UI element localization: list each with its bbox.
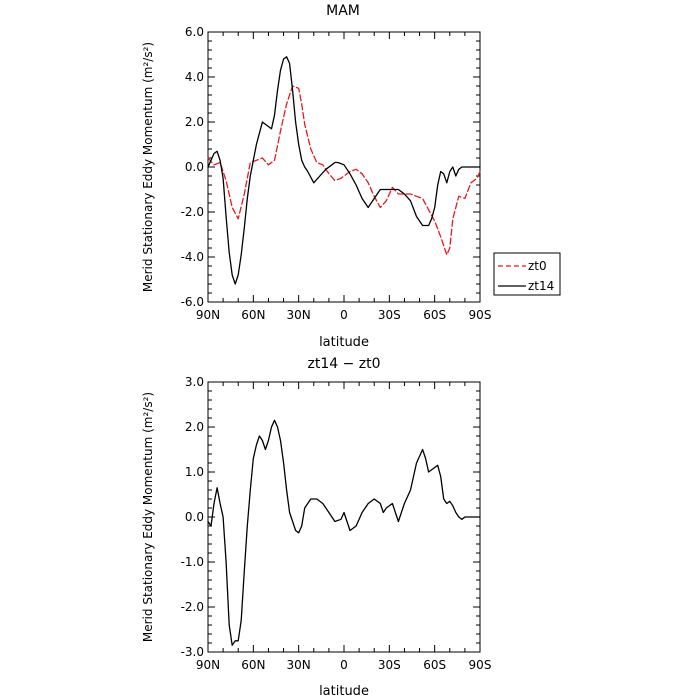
- top-chart-legend: zt0 zt14: [493, 252, 561, 296]
- x-tick-label: 30N: [287, 308, 311, 322]
- legend-label-zt14: zt14: [528, 279, 554, 293]
- x-tick-label: 90S: [469, 658, 492, 672]
- top-chart-xlabel: latitude: [319, 335, 369, 350]
- y-tick-label: -3.0: [181, 645, 204, 659]
- y-tick-label: 0.0: [185, 160, 204, 174]
- top-chart-ticks: [207, 31, 481, 303]
- x-tick-label: 60N: [241, 308, 265, 322]
- bottom-chart-ticks: [207, 381, 481, 653]
- top-chart-title: MAM: [326, 3, 360, 19]
- y-tick-label: -4.0: [181, 250, 204, 264]
- y-tick-label: -1.0: [181, 555, 204, 569]
- x-tick-label: 60S: [423, 308, 446, 322]
- x-tick-label: 60N: [241, 658, 265, 672]
- x-tick-label: 30N: [287, 658, 311, 672]
- y-tick-label: -6.0: [181, 295, 204, 309]
- legend-box: [493, 252, 561, 296]
- top-chart-ylabel-text: Merid Stationary Eddy Momentum (m²/s²): [141, 42, 155, 292]
- y-tick-label: 6.0: [185, 25, 204, 39]
- bottom-chart-title: zt14 − zt0: [307, 356, 380, 372]
- y-tick-label: 3.0: [185, 375, 204, 389]
- bottom-chart-frame: [207, 381, 481, 653]
- top-chart: MAM 90N 60N 30N 0 30S 60S 90S -6.0 -4.0 -2.0 0.0 2.…: [141, 3, 561, 350]
- series-line-zt0: [207, 85, 481, 256]
- series-line-zt14: [207, 56, 481, 285]
- top-chart-series: [207, 56, 481, 285]
- top-chart-ylabel: Merid Stationary Eddy Momentum (m²/s²): [141, 42, 155, 292]
- bottom-chart-series: [207, 419, 481, 646]
- bottom-chart: zt14 − zt0 90N 60N 30N 0 30S 60S 90S -3.0 -2.0 -1…: [141, 356, 491, 699]
- y-tick-label: 1.0: [185, 465, 204, 479]
- legend-label-zt0: zt0: [528, 259, 547, 273]
- x-tick-label: 0: [340, 658, 348, 672]
- bottom-chart-tick-labels: 90N 60N 30N 0 30S 60S 90S -3.0 -2.0 -1.0 0.0 1.0 2.0…: [181, 375, 492, 672]
- x-tick-label: 60S: [423, 658, 446, 672]
- x-tick-label: 30S: [378, 658, 401, 672]
- x-tick-label: 90N: [196, 308, 220, 322]
- bottom-chart-ylabel-text: Merid Stationary Eddy Momentum (m²/s²): [141, 392, 155, 642]
- x-tick-label: 90S: [469, 308, 492, 322]
- bottom-chart-xlabel: latitude: [319, 684, 369, 699]
- top-chart-tick-labels: 90N 60N 30N 0 30S 60S 90S -6.0 -4.0 -2.0 0.0 2.0 4.0…: [181, 25, 492, 322]
- y-tick-label: 2.0: [185, 420, 204, 434]
- y-tick-label: -2.0: [181, 600, 204, 614]
- y-tick-label: -2.0: [181, 205, 204, 219]
- x-tick-label: 0: [340, 308, 348, 322]
- series-line-diff-0: [207, 419, 481, 646]
- y-tick-label: 0.0: [185, 510, 204, 524]
- x-tick-label: 90N: [196, 658, 220, 672]
- x-tick-label: 30S: [378, 308, 401, 322]
- y-tick-label: 4.0: [185, 70, 204, 84]
- bottom-chart-ylabel: Merid Stationary Eddy Momentum (m²/s²): [141, 392, 155, 642]
- y-tick-label: 2.0: [185, 115, 204, 129]
